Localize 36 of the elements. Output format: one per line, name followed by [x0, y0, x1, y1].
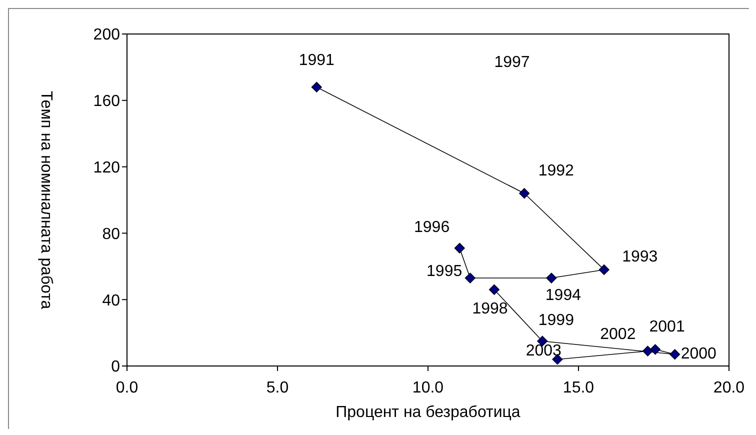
annotation: 2002: [600, 326, 636, 344]
x-tick-label: 10.0: [412, 379, 444, 396]
annotation: 2000: [680, 345, 717, 362]
y-tick-label: 40: [102, 292, 120, 310]
x-tick-label: 5.0: [266, 379, 289, 396]
x-axis-title: Процент на безработица: [336, 404, 520, 421]
y-axis-title: Темп на номиналната работа: [37, 90, 54, 310]
annotation: 1993: [622, 248, 658, 266]
annotation: 1996: [414, 219, 450, 236]
annotation: 1995: [426, 263, 462, 280]
annotation: 1997: [494, 54, 530, 71]
x-tick-label: 15.0: [562, 379, 594, 396]
annotation: 1992: [538, 162, 574, 180]
point: [642, 346, 654, 356]
annotation: 2003: [526, 342, 562, 360]
annotation: 1999: [538, 312, 574, 330]
x-tick-label: 0.0: [116, 379, 138, 396]
x-tick-label: 20.0: [713, 379, 745, 396]
point: [464, 272, 476, 284]
y-tick-label: 80: [102, 226, 120, 243]
point: [670, 349, 680, 360]
point: [519, 188, 530, 199]
y-tick-label: 0: [111, 358, 120, 376]
annotation: 1998: [472, 300, 508, 318]
y-tick-label: 200: [93, 26, 120, 44]
point: [454, 242, 465, 254]
y-tick-label: 120: [93, 159, 120, 176]
annotation: 2001: [649, 318, 685, 336]
annotation: 1991: [298, 52, 335, 70]
annotation: 1994: [545, 287, 582, 304]
point: [650, 344, 661, 355]
point: [311, 82, 322, 92]
point: [488, 284, 500, 295]
point: [598, 264, 610, 276]
point: [546, 272, 557, 284]
y-tick-label: 160: [93, 93, 120, 110]
